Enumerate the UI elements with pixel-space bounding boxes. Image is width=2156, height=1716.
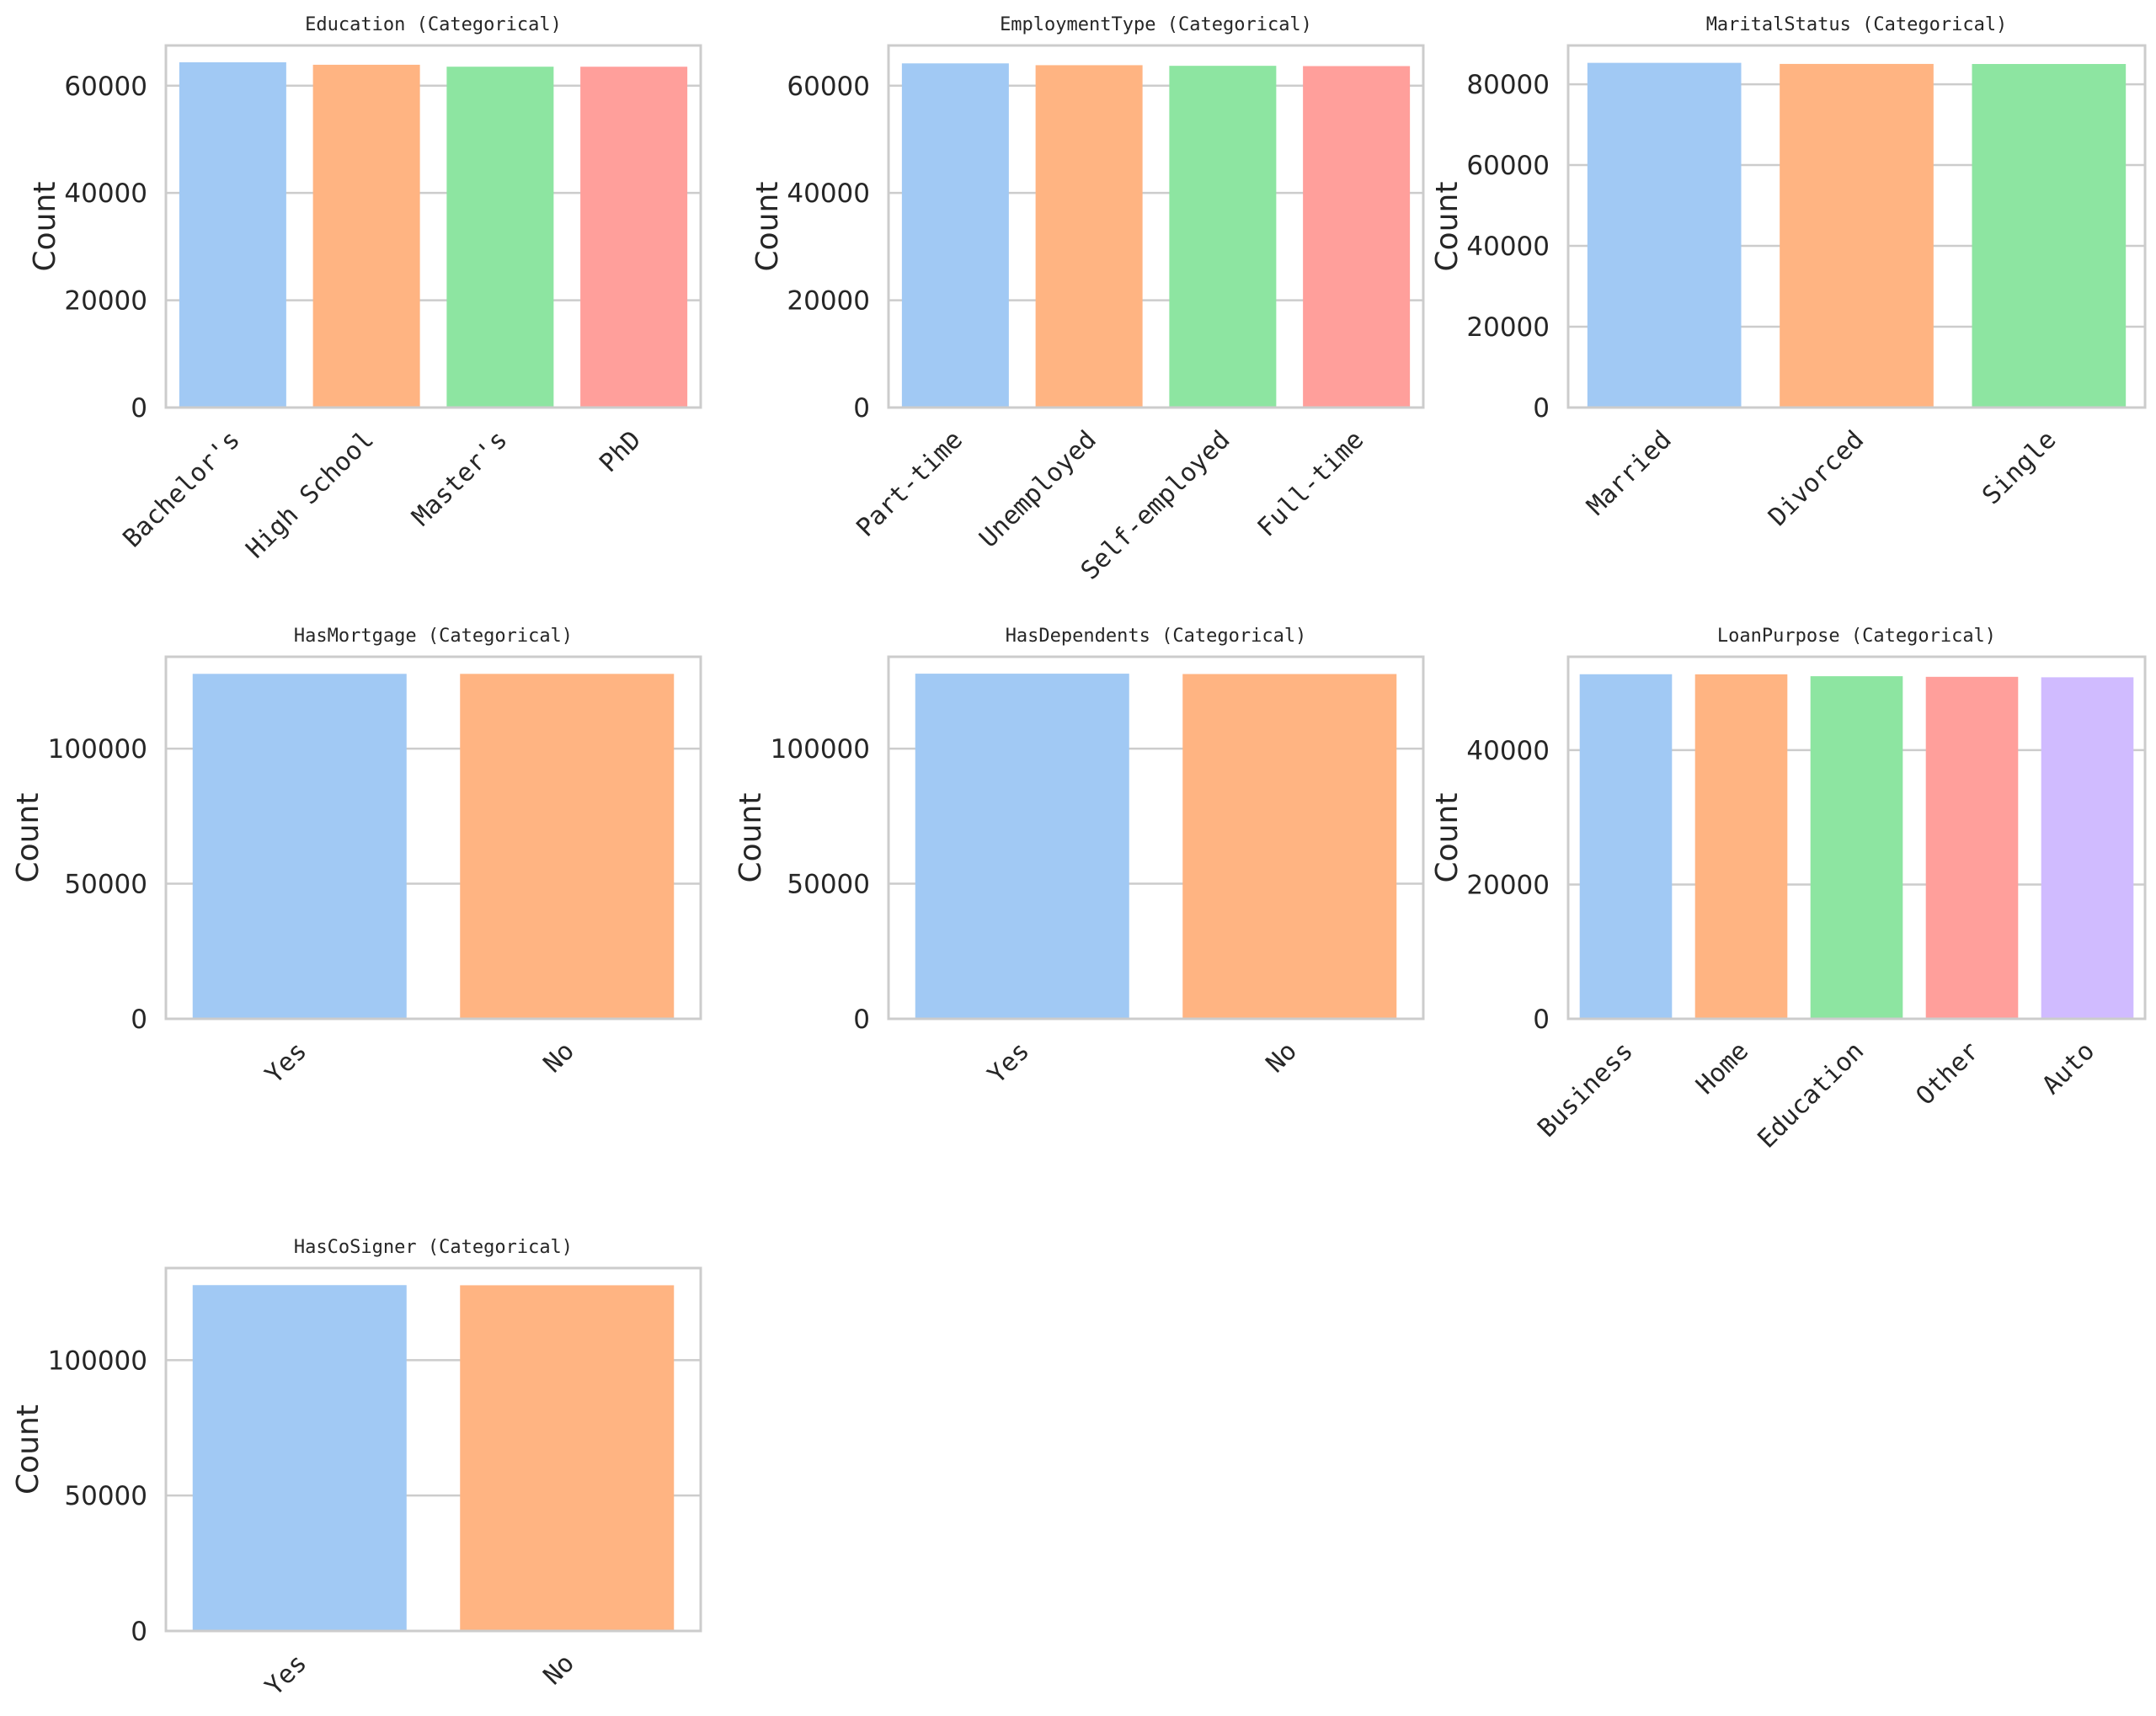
y-tick-label: 0	[131, 1617, 147, 1647]
y-tick-label: 0	[131, 1005, 147, 1035]
chart-panel-hasdependents: 0 50000 100000 Yes No Count HasDependents (Cat…	[734, 626, 1425, 1090]
bar-no	[1182, 674, 1397, 1019]
y-tick-label: 0	[1533, 393, 1550, 424]
y-tick-label: 20000	[1466, 312, 1550, 343]
x-tick-label: Yes	[982, 1037, 1035, 1090]
y-tick-label: 60000	[64, 72, 147, 102]
bar-master-s	[446, 67, 554, 408]
bar-no	[460, 674, 675, 1019]
y-tick-label: 100000	[48, 1346, 147, 1376]
bar-business	[1579, 674, 1673, 1019]
x-tick-label: Self-employed	[1075, 425, 1236, 586]
y-tick-label: 40000	[1466, 736, 1550, 766]
axes-frame	[887, 655, 1425, 1021]
y-axis-label: Count	[28, 182, 62, 272]
y-axis-label: Count	[1430, 182, 1465, 272]
y-tick-label: 40000	[787, 179, 870, 209]
y-axis-label: Count	[750, 182, 785, 272]
x-tick-label: No	[538, 1037, 580, 1079]
bar-phd	[580, 67, 688, 408]
axes-frame	[887, 44, 1425, 409]
bar-yes	[915, 674, 1129, 1019]
y-tick-label: 0	[853, 1005, 870, 1035]
y-tick-label: 0	[1533, 1005, 1550, 1035]
x-tick-label: Auto	[2036, 1037, 2100, 1100]
chart-title: HasMortgage (Categorical)	[294, 626, 573, 647]
x-tick-label: No	[1261, 1037, 1303, 1079]
y-tick-label: 60000	[1466, 151, 1550, 181]
bar-auto	[2041, 677, 2134, 1019]
chart-panel-hascosigner: 0 50000 100000 Yes No Count HasCoSigner (Categ…	[11, 1237, 702, 1702]
y-axis-label: Count	[11, 1404, 45, 1495]
bar-single	[1972, 64, 2127, 408]
y-tick-label: 100000	[48, 734, 147, 765]
chart-title: HasCoSigner (Categorical)	[294, 1237, 573, 1258]
y-tick-label: 20000	[1466, 870, 1550, 900]
y-tick-label: 40000	[64, 179, 147, 209]
axes-frame	[164, 1266, 702, 1633]
y-tick-label: 0	[853, 393, 870, 424]
y-tick-label: 60000	[787, 72, 870, 102]
bar-divorced	[1780, 63, 1934, 408]
x-tick-label: No	[538, 1649, 580, 1691]
chart-title: LoanPurpose (Categorical)	[1717, 626, 1996, 647]
bar-home	[1694, 674, 1788, 1019]
axes-frame	[164, 655, 702, 1021]
x-tick-label: Unemployed	[974, 425, 1102, 553]
y-axis-label: Count	[11, 793, 45, 883]
x-tick-label: Business	[1532, 1037, 1639, 1143]
y-tick-label: 100000	[771, 734, 870, 765]
x-tick-label: Yes	[259, 1037, 312, 1090]
axes-frame	[1566, 655, 2147, 1021]
x-tick-label: Full-time	[1252, 425, 1370, 543]
x-tick-label: Bachelor's	[118, 425, 246, 553]
x-tick-label: PhD	[594, 425, 647, 478]
chart-title: MaritalStatus (Categorical)	[1706, 14, 2008, 35]
chart-title: EmploymentType (Categorical)	[1000, 14, 1312, 35]
y-tick-label: 80000	[1466, 70, 1550, 100]
x-tick-label: Other	[1911, 1037, 1986, 1111]
bar-education	[1810, 676, 1903, 1019]
bar-high-school	[312, 64, 420, 408]
y-tick-label: 40000	[1466, 232, 1550, 262]
x-tick-label: Part-time	[851, 425, 969, 543]
bar-yes	[192, 674, 407, 1019]
bar-bachelor-s	[179, 61, 286, 408]
bar-unemployed	[1035, 65, 1143, 408]
x-tick-label: Education	[1752, 1037, 1870, 1154]
y-tick-label: 50000	[64, 1481, 147, 1511]
y-tick-label: 50000	[64, 870, 147, 900]
axes-frame	[1566, 44, 2147, 409]
chart-title: Education (Categorical)	[305, 14, 562, 35]
bar-part-time	[901, 63, 1009, 408]
y-axis-label: Count	[734, 793, 768, 883]
bar-self-employed	[1169, 66, 1277, 408]
y-tick-label: 20000	[64, 286, 147, 317]
x-tick-label: Divorced	[1763, 425, 1870, 532]
x-tick-label: Married	[1582, 425, 1678, 521]
chart-title: HasDependents (Categorical)	[1006, 626, 1307, 647]
x-tick-label: High School	[241, 425, 380, 564]
x-tick-label: Yes	[259, 1649, 312, 1702]
y-tick-label: 0	[131, 393, 147, 424]
x-tick-label: Home	[1690, 1037, 1754, 1100]
x-tick-label: Single	[1977, 425, 2062, 510]
x-tick-label: Master's	[407, 425, 514, 532]
bar-full-time	[1303, 66, 1411, 408]
y-axis-label: Count	[1430, 793, 1465, 883]
y-tick-label: 20000	[787, 286, 870, 317]
bar-married	[1587, 62, 1742, 408]
chart-panel-maritalstatus: 0 20000 40000 60000 80000 Married Divorced Sing…	[1430, 14, 2147, 532]
bar-no	[460, 1285, 675, 1631]
bar-other	[1925, 676, 2019, 1019]
y-tick-label: 50000	[787, 870, 870, 900]
chart-panel-hasmortgage: 0 50000 100000 Yes No Count HasMortgage (Categ…	[11, 626, 702, 1090]
bar-yes	[192, 1285, 407, 1631]
axes-frame	[164, 44, 702, 409]
chart-panel-employmenttype: 0 20000 40000 60000 Part-time UnemployedSelf-…	[750, 14, 1425, 586]
